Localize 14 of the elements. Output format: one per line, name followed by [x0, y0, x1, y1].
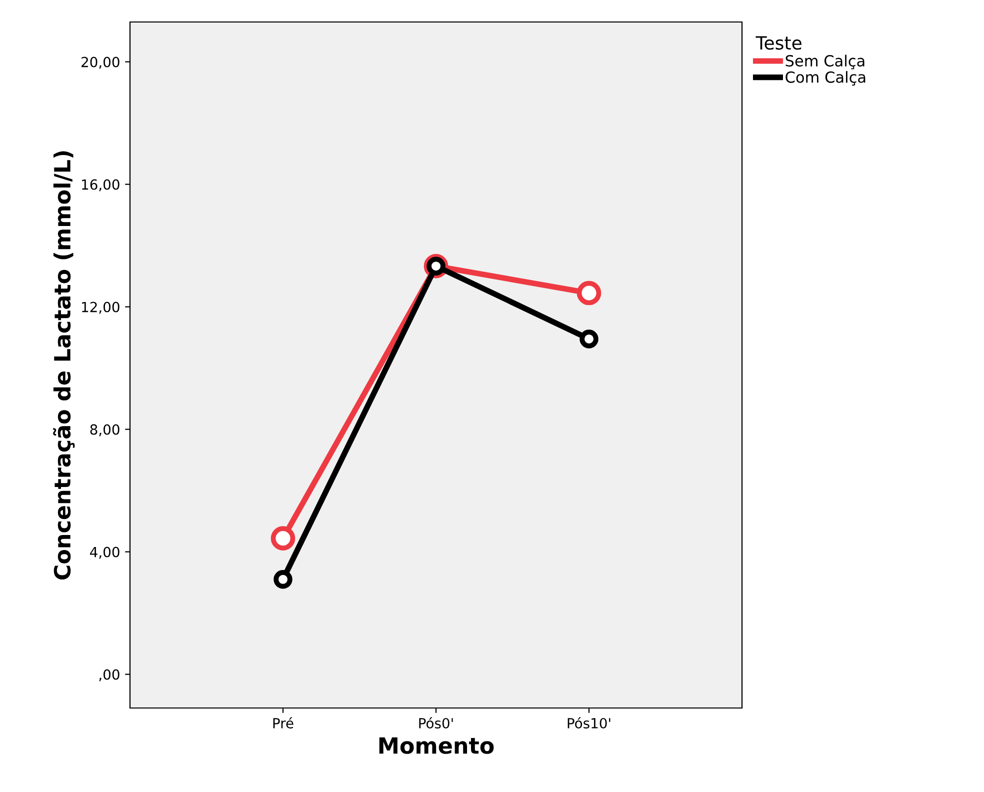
y-tick-label: ,00 — [99, 669, 120, 682]
y-tick-label: 16,00 — [82, 179, 120, 192]
legend-title: Teste — [756, 36, 802, 50]
x-tick-label: Pós0' — [419, 717, 453, 728]
y-tick-label: 20,00 — [82, 56, 120, 69]
y-tick-label: 8,00 — [90, 424, 120, 436]
y-tick-label: 12,00 — [82, 302, 120, 314]
x-tick-label: Pós10' — [568, 717, 610, 728]
y-axis-title: Concentração de Lactato (mmol/L) — [53, 151, 75, 580]
y-tick-label: 4,00 — [90, 546, 120, 559]
legend-label: Sem Calça — [786, 54, 864, 70]
legend-label: Com Calça — [786, 71, 866, 86]
x-tick-label: Pré — [273, 717, 294, 728]
x-axis-title: Momento — [379, 737, 494, 754]
